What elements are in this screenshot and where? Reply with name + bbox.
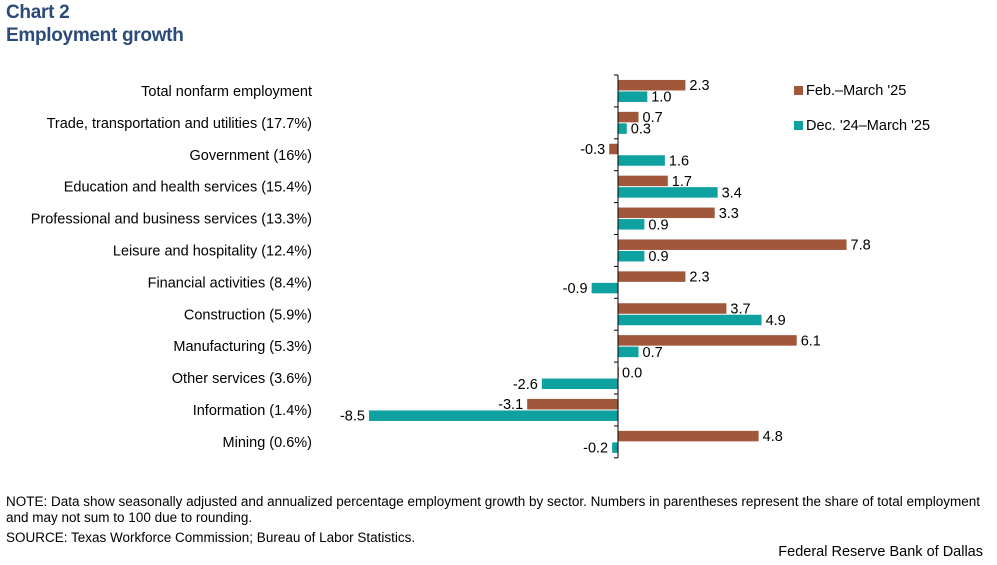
bar	[618, 271, 686, 282]
category-label: Other services (3.6%)	[172, 371, 312, 387]
category-label: Information (1.4%)	[193, 403, 312, 419]
bar	[618, 91, 648, 102]
data-label: 0.0	[622, 365, 642, 381]
chart-title: Employment growth	[6, 25, 184, 46]
category-label: Government (16%)	[190, 148, 313, 164]
bar	[527, 398, 618, 410]
credit-text: Federal Reserve Bank of Dallas	[778, 544, 983, 560]
data-label: 2.3	[689, 78, 709, 94]
category-label: Manufacturing (5.3%)	[173, 339, 312, 355]
data-label: 3.3	[719, 206, 739, 222]
category-label: Trade, transportation and utilities (17.…	[47, 116, 312, 132]
category-label: Education and health services (15.4%)	[64, 180, 312, 196]
bar	[618, 346, 639, 358]
bar	[618, 187, 718, 198]
category-label: Mining (0.6%)	[223, 435, 312, 451]
data-label: 4.9	[766, 313, 786, 329]
bar	[618, 123, 627, 134]
data-label: 6.1	[801, 333, 821, 349]
data-label: 0.9	[648, 249, 668, 265]
data-label: 1.0	[651, 90, 671, 106]
bar	[618, 430, 759, 442]
category-label: Total nonfarm employment	[141, 84, 312, 100]
bar	[368, 410, 618, 421]
bar	[609, 143, 618, 155]
bar	[618, 239, 847, 250]
legend-swatch	[794, 86, 803, 95]
legend-swatch	[794, 121, 803, 130]
data-label: -0.2	[583, 441, 608, 457]
bar	[541, 378, 618, 390]
data-label: -0.9	[563, 281, 588, 297]
data-label: 0.3	[631, 122, 651, 138]
data-label: -2.6	[513, 377, 538, 393]
data-label: -8.5	[340, 409, 365, 425]
bar	[618, 250, 645, 262]
data-label: -3.1	[498, 397, 523, 413]
bar	[618, 111, 639, 123]
bar	[618, 314, 762, 326]
data-label: 0.7	[643, 110, 663, 126]
bar	[618, 175, 668, 187]
data-label: 3.4	[722, 185, 742, 201]
data-label: 1.6	[669, 154, 689, 170]
bar-chart: Total nonfarm employment Trade, transport…	[31, 74, 930, 459]
data-label: 4.8	[763, 429, 783, 445]
category-label: Leisure and hospitality (12.4%)	[113, 243, 312, 259]
bar	[591, 282, 618, 294]
bar	[618, 155, 665, 166]
source-text: SOURCE: Texas Workforce Commission; Bure…	[6, 530, 416, 545]
bar	[618, 79, 686, 91]
data-label: 7.8	[851, 238, 871, 254]
bar	[612, 442, 618, 453]
chart-label: Chart 2	[6, 2, 70, 23]
note-text: NOTE: Data show seasonally adjusted and …	[6, 494, 981, 525]
bar	[618, 303, 727, 314]
data-label: 0.7	[643, 345, 663, 361]
category-label: Financial activities (8.4%)	[148, 275, 312, 291]
bar	[618, 219, 645, 230]
data-label: 2.3	[689, 270, 709, 286]
legend-label: Feb.–March '25	[806, 83, 906, 99]
data-label: 3.7	[730, 302, 750, 318]
legend-label: Dec. '24–March '25	[806, 118, 930, 134]
category-label: Professional and business services (13.3…	[31, 212, 312, 228]
data-label: 0.9	[648, 217, 668, 233]
category-label: Construction (5.9%)	[184, 307, 312, 323]
bar	[618, 207, 715, 219]
bar	[618, 335, 797, 346]
data-label: 1.7	[672, 174, 692, 190]
data-label: -0.3	[580, 142, 605, 158]
